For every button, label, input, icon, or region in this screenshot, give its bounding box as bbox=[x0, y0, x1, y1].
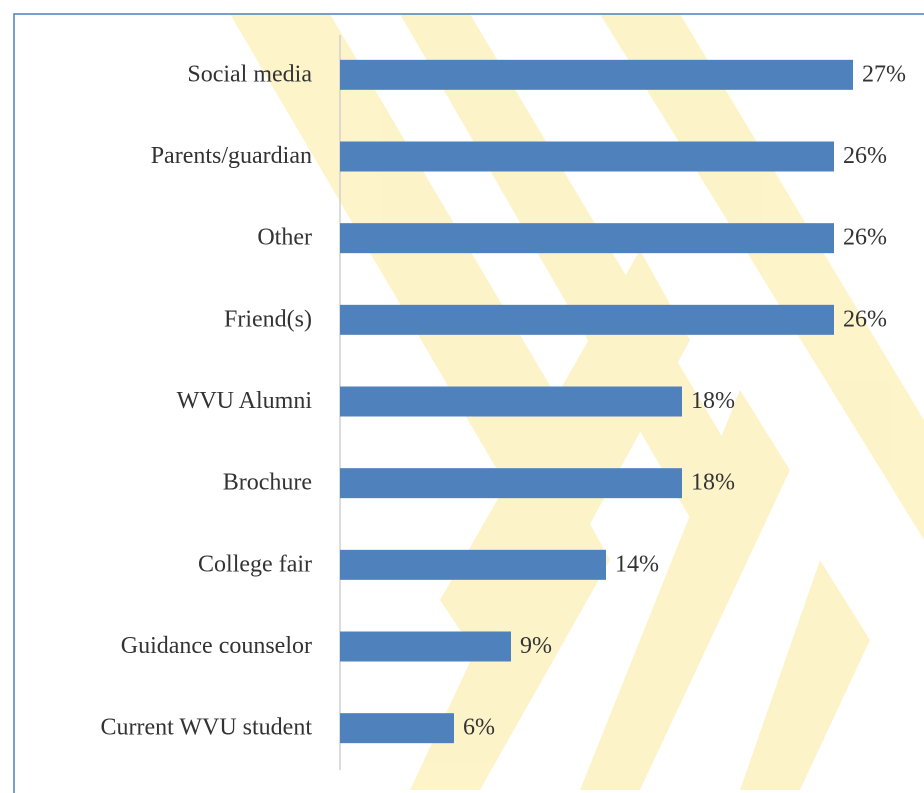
chart-border bbox=[13, 13, 924, 793]
value-label: 18% bbox=[691, 470, 735, 496]
category-label: College fair bbox=[198, 551, 312, 577]
category-label: Guidance counselor bbox=[121, 633, 312, 659]
category-label: WVU Alumni bbox=[177, 388, 313, 414]
category-label: Friend(s) bbox=[224, 306, 312, 332]
category-label: Social media bbox=[187, 61, 312, 87]
value-label: 27% bbox=[862, 61, 906, 87]
bar bbox=[340, 141, 834, 172]
value-label: 14% bbox=[615, 551, 659, 577]
bar bbox=[340, 304, 834, 335]
value-label: 26% bbox=[843, 225, 887, 251]
bar bbox=[340, 549, 606, 580]
category-label: Parents/guardian bbox=[151, 143, 312, 169]
bar bbox=[340, 468, 682, 499]
value-label: 26% bbox=[843, 143, 887, 169]
bar bbox=[340, 59, 853, 90]
value-label: 9% bbox=[520, 633, 552, 659]
bar bbox=[340, 713, 454, 744]
bar bbox=[340, 386, 682, 417]
category-label: Other bbox=[257, 225, 312, 251]
bar bbox=[340, 631, 511, 662]
value-label: 18% bbox=[691, 388, 735, 414]
value-label: 26% bbox=[843, 306, 887, 332]
bar bbox=[340, 223, 834, 254]
category-label: Brochure bbox=[223, 470, 312, 496]
category-label: Current WVU student bbox=[100, 715, 312, 741]
value-label: 6% bbox=[463, 715, 495, 741]
